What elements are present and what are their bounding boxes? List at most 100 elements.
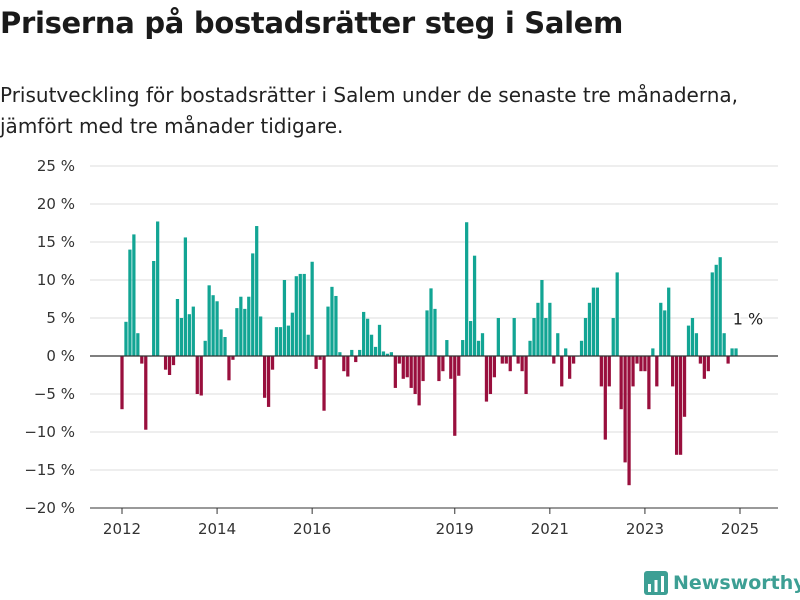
bar	[156, 221, 160, 356]
bar	[409, 356, 413, 388]
y-tick-label: 25 %	[37, 157, 75, 175]
bar	[393, 356, 397, 388]
bar	[492, 356, 497, 378]
bar	[571, 356, 576, 364]
bar	[722, 333, 726, 356]
bar	[595, 287, 600, 356]
bar	[342, 356, 346, 372]
bar	[286, 325, 291, 356]
bar	[362, 311, 366, 356]
bar	[247, 296, 251, 356]
bar	[318, 356, 322, 360]
bar	[334, 295, 338, 356]
bar	[397, 356, 401, 364]
y-tick-label: 15 %	[37, 233, 75, 251]
bar	[651, 348, 655, 356]
bar	[322, 356, 326, 411]
bar	[682, 356, 687, 417]
bar	[671, 356, 675, 387]
bar	[445, 340, 449, 356]
bar	[627, 356, 631, 486]
bar	[302, 273, 306, 356]
bar	[508, 356, 512, 372]
chart-subtitle: Prisutveckling för bostadsrätter i Salem…	[0, 83, 739, 138]
bar	[239, 296, 243, 356]
bar	[389, 352, 394, 356]
bar	[591, 287, 596, 356]
bar	[500, 356, 504, 364]
bar	[171, 356, 176, 366]
bar	[706, 356, 710, 372]
bar	[568, 356, 572, 379]
bar	[231, 356, 235, 360]
bar	[338, 352, 342, 356]
bar	[480, 333, 485, 356]
bar	[215, 301, 219, 356]
bar	[686, 325, 691, 356]
bar	[163, 356, 168, 370]
bar	[282, 280, 287, 356]
bar	[496, 318, 500, 356]
bar	[381, 351, 386, 356]
bar	[175, 299, 180, 356]
bar	[413, 356, 417, 394]
bar	[516, 356, 520, 364]
annotation-label: 1 %	[733, 309, 763, 328]
bar	[385, 353, 390, 356]
y-tick-label: −5 %	[34, 385, 75, 403]
bar	[623, 356, 627, 463]
bar	[262, 356, 267, 398]
x-tick-label: 2016	[293, 520, 331, 538]
bar	[639, 356, 643, 372]
bar	[647, 356, 651, 410]
bar	[730, 348, 734, 356]
bar	[726, 356, 730, 364]
bar	[607, 356, 611, 387]
y-tick-label: 5 %	[46, 309, 75, 327]
bar	[674, 356, 679, 455]
bar	[306, 334, 310, 356]
bar	[346, 356, 350, 377]
bar	[667, 287, 671, 356]
bar	[425, 310, 429, 356]
bar	[532, 318, 536, 356]
x-tick-label: 2012	[103, 520, 141, 538]
bar	[449, 356, 453, 379]
bar	[476, 340, 481, 356]
bar	[465, 222, 469, 356]
bar	[556, 333, 560, 356]
bar	[358, 349, 362, 356]
bar	[702, 356, 706, 379]
bar	[718, 257, 722, 356]
bar	[251, 253, 255, 356]
bar	[619, 356, 623, 410]
bar	[453, 356, 457, 436]
bar	[504, 356, 508, 364]
bar	[536, 302, 540, 356]
bar	[690, 318, 695, 356]
bar	[377, 324, 382, 356]
bar	[655, 356, 659, 387]
bar	[167, 356, 172, 375]
bar	[243, 308, 247, 356]
bar	[191, 306, 195, 356]
y-tick-label: −15 %	[24, 461, 75, 479]
bar	[528, 340, 532, 356]
bar	[560, 356, 564, 387]
bar	[227, 356, 231, 381]
bar	[405, 356, 409, 378]
bar	[714, 264, 718, 356]
bar	[710, 272, 714, 356]
bar	[132, 234, 136, 356]
bar	[152, 261, 156, 356]
brand-name: Newsworthy	[673, 572, 800, 594]
bar	[294, 276, 298, 356]
bar	[520, 356, 524, 372]
bar	[203, 340, 207, 356]
bar	[140, 356, 144, 364]
y-tick-label: 20 %	[37, 195, 75, 213]
bar	[429, 288, 433, 356]
x-tick-label: 2021	[531, 520, 569, 538]
bar	[552, 356, 556, 364]
bar	[183, 237, 188, 356]
